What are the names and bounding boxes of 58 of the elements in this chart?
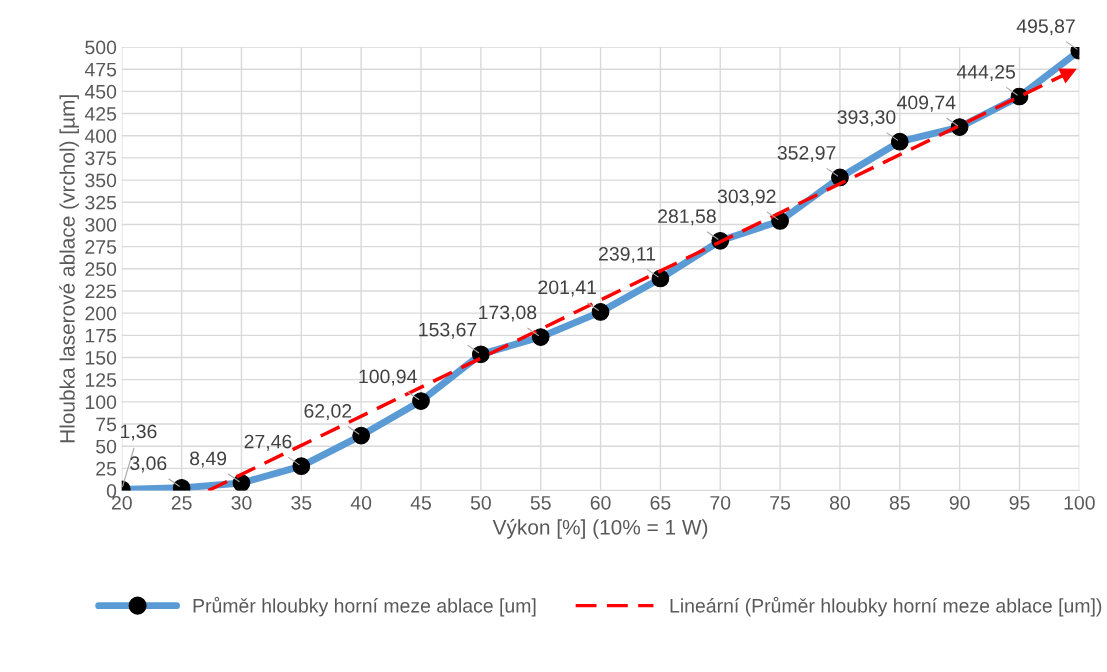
y-tick-label: 125	[85, 373, 117, 387]
y-tick-label: 250	[85, 262, 117, 277]
data-label: 3,06	[130, 456, 167, 473]
x-tick-label: 40	[350, 495, 372, 510]
legend-label: Lineární (Průměr hloubky horní meze ablace [um])	[670, 596, 1102, 617]
x-tick-label: 50	[470, 495, 491, 510]
y-tick-label: 300	[85, 217, 117, 232]
data-label: 239,11	[599, 246, 656, 264]
data-label: 153,67	[419, 322, 477, 339]
y-tick-label: 175	[85, 329, 117, 343]
data-label: 8,49	[190, 451, 227, 468]
data-label: 201,41	[538, 280, 596, 297]
y-axis-title: Hloubka laserové ablace (vrchol) [µm]	[59, 95, 79, 443]
y-tick-label: 25	[96, 461, 117, 476]
data-label: 27,46	[244, 434, 292, 451]
data-label: 1,36	[121, 424, 157, 441]
x-axis-title: Výkon [%] (10% = 1 W)	[492, 519, 708, 539]
data-label: 352,97	[777, 145, 836, 163]
data-label: 444,25	[956, 64, 1016, 82]
data-label: 303,92	[717, 189, 776, 206]
y-tick-label: 400	[84, 129, 117, 143]
y-tick-label: 325	[85, 195, 117, 210]
y-tick-label: 500	[85, 40, 117, 55]
x-tick-label: 75	[770, 496, 791, 510]
x-tick-label: 25	[171, 495, 192, 510]
y-tick-label: 75	[96, 417, 117, 432]
y-tick-label: 350	[85, 173, 117, 188]
y-tick-label: 200	[85, 306, 117, 321]
y-tick-label: 425	[84, 107, 117, 121]
legend-label: Průměr hloubky horní meze ablace [um]	[193, 596, 536, 617]
y-tick-label: 50	[96, 439, 117, 454]
x-tick-label: 60	[590, 495, 611, 510]
x-tick-label: 90	[949, 495, 970, 510]
y-tick-label: 475	[84, 62, 117, 77]
data-label: 100,94	[359, 369, 417, 386]
x-tick-label: 100	[1064, 495, 1095, 510]
data-label: 62,02	[304, 404, 352, 421]
x-tick-label: 65	[650, 495, 671, 510]
data-label: 393,30	[837, 110, 896, 127]
x-tick-label: 80	[829, 495, 850, 510]
data-label: 281,58	[658, 209, 716, 226]
x-tick-label: 35	[291, 495, 312, 510]
x-tick-label: 70	[710, 495, 731, 510]
y-tick-label: 150	[85, 350, 117, 365]
y-tick-label: 275	[85, 240, 117, 254]
x-tick-label: 45	[410, 496, 432, 510]
x-tick-label: 95	[1009, 495, 1030, 510]
y-tick-label: 100	[85, 395, 117, 410]
y-tick-label: 375	[85, 151, 117, 166]
data-label: 409,74	[897, 95, 956, 112]
y-tick-label: 450	[84, 84, 117, 99]
x-tick-label: 85	[889, 495, 910, 510]
data-label: 495,87	[1016, 19, 1075, 36]
data-label: 173,08	[479, 305, 537, 322]
x-tick-label: 55	[530, 496, 551, 510]
y-tick-label: 0	[106, 484, 117, 498]
x-tick-label: 30	[231, 495, 252, 510]
y-tick-label: 225	[85, 284, 117, 299]
